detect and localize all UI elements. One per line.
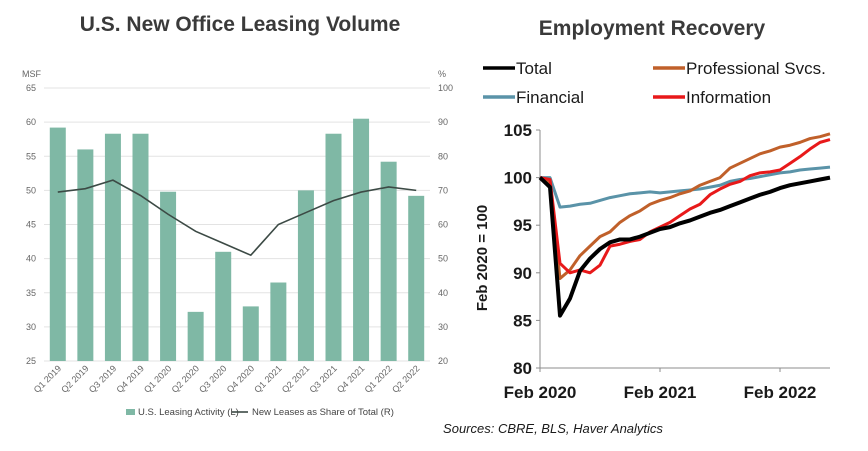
x-tick-label: Feb 2020 <box>504 383 577 402</box>
legend-label: Total <box>516 59 552 78</box>
y-tick-label: 100 <box>504 169 532 188</box>
right-axis-tick-label: 60 <box>438 220 448 230</box>
x-tick-label: Q3 2019 <box>87 363 118 394</box>
x-tick-label: Q1 2019 <box>32 363 63 394</box>
bar <box>49 127 66 362</box>
right-chart-title: Employment Recovery <box>539 17 766 40</box>
bar <box>380 161 397 361</box>
left-axis-tick-label: 25 <box>26 356 36 366</box>
source-note: Sources: CBRE, BLS, Haver Analytics <box>443 421 663 436</box>
series-line <box>538 175 831 318</box>
bar <box>325 133 342 361</box>
right-axis-tick-label: 30 <box>438 322 448 332</box>
bar <box>77 149 94 361</box>
x-tick-label: Q4 2020 <box>225 363 256 394</box>
left-axis-tick-label: 40 <box>26 254 36 264</box>
bar <box>297 190 314 361</box>
x-tick-label: Q1 2020 <box>142 363 173 394</box>
right-chart-axes: 80 85 90 95 100 105 Feb 2020 Feb 2021 Feb 2022 <box>504 121 830 402</box>
left-chart-title: U.S. New Office Leasing Volume <box>80 13 401 36</box>
series-line <box>539 132 831 281</box>
y-tick-label: 95 <box>513 216 532 235</box>
left-chart-share-line <box>57 179 417 257</box>
bar <box>215 251 232 361</box>
x-tick-label: Q3 2020 <box>197 363 228 394</box>
legend-swatch-bar <box>126 409 135 415</box>
legend-label: New Leases as Share of Total (R) <box>252 407 394 418</box>
x-tick-label: Q2 2020 <box>170 363 201 394</box>
left-axis-tick-label: 60 <box>26 117 36 127</box>
y-tick-label: 80 <box>513 359 532 378</box>
bar <box>104 133 121 361</box>
x-tick-label: Feb 2022 <box>744 383 817 402</box>
x-tick-label: Q3 2021 <box>307 363 338 394</box>
bar <box>187 311 204 361</box>
x-tick-label: Q1 2021 <box>252 363 283 394</box>
left-axis-tick-label: 30 <box>26 322 36 332</box>
left-axis-tick-label: 65 <box>26 83 36 93</box>
left-axis-tick-label: 50 <box>26 185 36 195</box>
right-axis-tick-label: 90 <box>438 117 448 127</box>
x-tick-label: Q2 2022 <box>390 363 421 394</box>
x-tick-label: Feb 2021 <box>624 383 697 402</box>
y-tick-label: 90 <box>513 264 532 283</box>
x-tick-label: Q4 2021 <box>335 363 366 394</box>
right-chart-legend: Total Professional Svcs. Financial Informat… <box>483 59 826 107</box>
right-axis-tick-label: 80 <box>438 151 448 161</box>
legend-label: Professional Svcs. <box>686 59 826 78</box>
series-line <box>540 165 831 209</box>
legend-label: Information <box>686 88 771 107</box>
y-tick-label: 85 <box>513 311 532 330</box>
bar <box>242 306 259 361</box>
series-line <box>539 138 831 275</box>
legend-label: U.S. Leasing Activity (L) <box>138 407 239 418</box>
bar <box>353 118 370 362</box>
right-axis-tick-label: 50 <box>438 254 448 264</box>
left-axis-tick-label: 35 <box>26 288 36 298</box>
right-axis-tick-label: 70 <box>438 185 448 195</box>
x-tick-label: Q4 2019 <box>114 363 145 394</box>
left-axis-unit: MSF <box>22 69 42 79</box>
bar <box>160 191 177 361</box>
bar <box>408 195 425 361</box>
left-chart-gridlines <box>44 87 430 362</box>
right-chart-lines <box>538 132 831 318</box>
left-axis-tick-label: 55 <box>26 151 36 161</box>
legend-label: Financial <box>516 88 584 107</box>
left-chart-legend: U.S. Leasing Activity (L) New Leases as S… <box>126 407 394 418</box>
right-chart-ylabel: Feb 2020 = 100 <box>474 205 491 311</box>
right-axis-tick-label: 100 <box>438 83 453 93</box>
y-tick-label: 105 <box>504 121 532 140</box>
left-axis-tick-label: 45 <box>26 220 36 230</box>
right-axis-tick-label: 20 <box>438 356 448 366</box>
right-axis-tick-label: 40 <box>438 288 448 298</box>
share-line <box>57 179 417 257</box>
x-tick-label: Q1 2022 <box>363 363 394 394</box>
right-axis-unit: % <box>438 69 446 79</box>
left-chart-bars <box>49 118 425 362</box>
bar <box>270 282 287 361</box>
bar <box>132 133 149 361</box>
x-tick-label: Q2 2019 <box>59 363 90 394</box>
x-tick-label: Q2 2021 <box>280 363 311 394</box>
